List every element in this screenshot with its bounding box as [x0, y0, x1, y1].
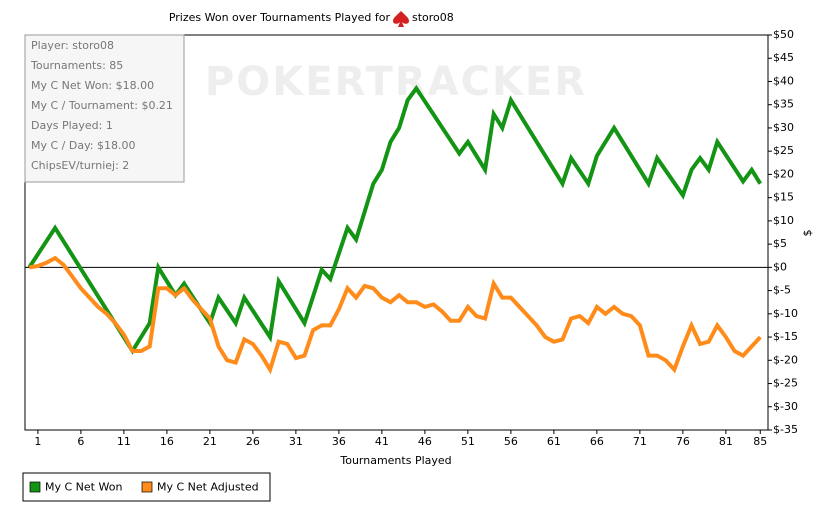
- x-tick-label: 85: [753, 435, 767, 448]
- y-tick-label: $20: [773, 167, 794, 180]
- x-tick-label: 36: [332, 435, 346, 448]
- x-tick-label: 51: [461, 435, 475, 448]
- y-tick-label: $-20: [773, 353, 798, 366]
- info-line: Player: storo08: [31, 39, 114, 52]
- series-line: [27, 84, 763, 355]
- x-tick-label: 6: [77, 435, 84, 448]
- y-tick-label: $25: [773, 144, 794, 157]
- y-tick-label: $-10: [773, 307, 798, 320]
- y-tick-label: $0: [773, 260, 787, 273]
- x-tick-label: 31: [289, 435, 303, 448]
- watermark: POKERTRACKER: [205, 59, 587, 105]
- x-tick-label: 81: [719, 435, 733, 448]
- y-tick-label: $50: [773, 28, 794, 41]
- y-tick-label: $15: [773, 191, 794, 204]
- info-line: My C / Day: $18.00: [31, 139, 136, 152]
- chart-title: Prizes Won over Tournaments Played for: [169, 11, 391, 24]
- y-tick-label: $40: [773, 74, 794, 87]
- x-tick-label: 66: [590, 435, 604, 448]
- y-tick-label: $-5: [773, 284, 791, 297]
- y-tick-label: $-25: [773, 377, 798, 390]
- x-tick-label: 46: [418, 435, 432, 448]
- chart-title-player: storo08: [412, 11, 454, 24]
- legend-label: My C Net Won: [45, 481, 122, 494]
- info-line: ChipsEV/turniej: 2: [31, 159, 129, 172]
- x-tick-label: 56: [504, 435, 518, 448]
- info-line: My C / Tournament: $0.21: [31, 99, 173, 112]
- y-tick-label: $35: [773, 98, 794, 111]
- y-tick-label: $-15: [773, 330, 798, 343]
- series-line: [28, 255, 762, 375]
- x-tick-label: 21: [203, 435, 217, 448]
- info-box: [24, 34, 185, 183]
- y-tick-label: $45: [773, 51, 794, 64]
- y-tick-label: $-30: [773, 400, 798, 413]
- info-line: Days Played: 1: [31, 119, 113, 132]
- x-axis-label: Tournaments Played: [339, 454, 451, 467]
- spade-icon: [393, 11, 409, 27]
- x-tick-label: 1: [34, 435, 41, 448]
- info-line: Tournaments: 85: [30, 59, 123, 72]
- legend-swatch: [29, 481, 41, 493]
- x-tick-label: 76: [676, 435, 690, 448]
- x-tick-label: 61: [547, 435, 561, 448]
- y-tick-label: $5: [773, 237, 787, 250]
- x-tick-label: 26: [246, 435, 260, 448]
- x-tick-label: 71: [633, 435, 647, 448]
- legend-label: My C Net Adjusted: [157, 481, 259, 494]
- legend-swatch: [141, 481, 153, 493]
- y-tick-label: $30: [773, 121, 794, 134]
- y-tick-label: $10: [773, 214, 794, 227]
- info-line: My C Net Won: $18.00: [31, 79, 154, 92]
- y-axis-label: $: [801, 230, 814, 237]
- x-tick-label: 41: [375, 435, 389, 448]
- y-tick-label: $-35: [773, 423, 798, 436]
- x-tick-label: 11: [117, 435, 131, 448]
- x-tick-label: 16: [160, 435, 174, 448]
